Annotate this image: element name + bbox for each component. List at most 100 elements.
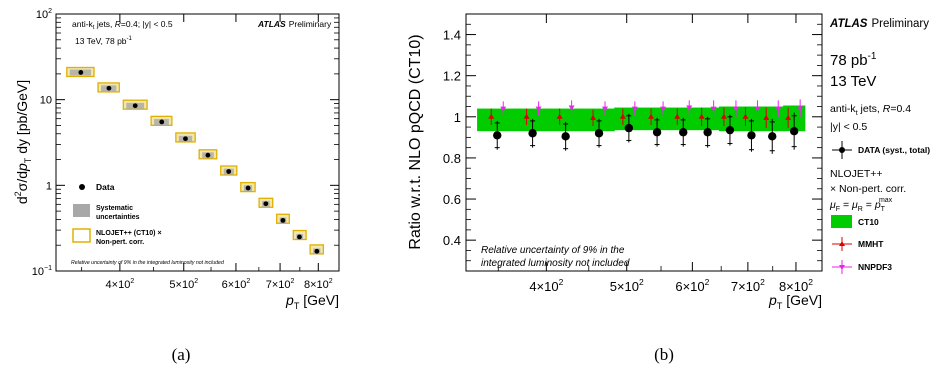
chart-a-xtick-label-base: 4×10 [106, 279, 131, 291]
chart-a-ytick-label-base: 1 [46, 180, 52, 192]
chart-b-xtick-label: 7×102 [731, 277, 765, 294]
chart-b-theory-1: NLOJET++ [830, 168, 883, 180]
chart-b-ytick-label: 0.8 [443, 151, 461, 166]
chart-b-mmht-point [523, 113, 530, 119]
chart-a-xlabel-sub: T [294, 301, 300, 311]
chart-a-R: R [115, 19, 121, 29]
chart-b: 0.40.60.811.21.44×102 5×102 6×102 7×102 8×10… [407, 13, 930, 311]
chart-a-frame [55, 13, 340, 272]
chart-b-R: R [883, 103, 891, 115]
chart-b-xtick-label-exp: 2 [808, 277, 813, 287]
chart-a-ylabel-sub: T [23, 157, 33, 163]
chart-b-xtick-label-base: 7×10 [731, 279, 760, 294]
chart-b-ytick-label: 0.4 [443, 233, 461, 248]
chart-b-scale-sup: max [879, 197, 893, 204]
chart-b-data-point [679, 128, 688, 137]
chart-a-ylabel-mid: σ/d [14, 171, 30, 191]
chart-b-nnpdf-point [568, 105, 575, 111]
chart-a-legend-syst-1: Systematic [96, 205, 133, 212]
chart-a-xtick-label: 8×102 [304, 278, 333, 291]
chart-a-ylabel: d2σ/dpT dy [pb/GeV] [13, 80, 33, 204]
chart-a-jets-a: anti-k [72, 19, 94, 29]
chart-a-legend-data: Data [96, 182, 115, 192]
chart-b-mmht-point [590, 114, 597, 120]
chart-a-ylabel-p: p [14, 163, 30, 172]
chart-b-legend-ct10: CT10 [858, 217, 879, 227]
chart-b-legend-ct10-marker [831, 215, 852, 228]
chart-a-xtick-label: 5×102 [169, 278, 198, 291]
chart-a-legend-syst-marker [73, 204, 90, 217]
chart-b-nnpdf-point [775, 106, 782, 112]
chart-b-xtick-label-exp: 2 [705, 277, 710, 287]
chart-a-lumi-exp: -1 [127, 36, 133, 42]
chart-b-legend-mmht: MMHT [858, 239, 884, 249]
chart-b-frame [465, 13, 823, 272]
chart-b-data-point [747, 131, 756, 140]
chart-a-xlabel-unit: [GeV] [299, 292, 339, 308]
chart-a-xtick-label: 4×102 [106, 278, 135, 291]
chart-a-ylabel-sup: 2 [13, 191, 23, 196]
chart-b-xtick-label-exp: 2 [639, 277, 644, 287]
chart-b-mmht-point [619, 113, 626, 119]
chart-b-scale-label: μF = μR = pTmax [829, 197, 893, 213]
chart-a-ytick-label-base: 10 [32, 266, 44, 278]
chart-a-data-point [263, 201, 269, 207]
chart-b-xtick-label-exp: 2 [559, 277, 564, 287]
chart-b-lumi-exp: -1 [868, 51, 877, 62]
chart-b-mmht-point [785, 114, 792, 120]
chart-a-legend-theory-1: NLOJET++ (CT10) × [96, 230, 162, 237]
chart-b-jets-b: jets, [858, 103, 883, 115]
chart-b-xlabel-sub: T [777, 301, 783, 311]
chart-a-ytick-label-base: 10 [36, 9, 48, 21]
chart-b-xtick-label-exp: 2 [760, 277, 765, 287]
chart-a-data-point [183, 136, 188, 142]
chart-a-ytick-label: 1 [46, 180, 52, 192]
chart-b-ylabel: Ratio w.r.t. NLO pQCD (CT10) [407, 34, 424, 249]
chart-b-data-point [624, 123, 634, 133]
chart-b-data-point [594, 129, 604, 138]
chart-b-xlabel-unit: [GeV] [782, 292, 822, 308]
chart-a-ylabel-tail: dy [pb/GeV] [14, 80, 30, 158]
chart-a-xtick-label-exp: 2 [329, 278, 333, 285]
chart-a-data-point [78, 70, 84, 75]
chart-b-scale-eq2: = [863, 199, 875, 211]
chart-b-mmht-point [648, 113, 655, 119]
chart-a-data-point [280, 217, 286, 223]
chart-b-data-point [493, 131, 502, 140]
chart-a-data-point [226, 169, 232, 174]
chart-b-mmht-point [763, 114, 770, 120]
chart-b-xtick-label-base: 6×10 [675, 279, 704, 294]
chart-b-ticks: 0.40.60.811.21.44×102 5×102 6×102 7×102 8×10… [443, 14, 822, 294]
chart-b-scale-f: F [836, 206, 840, 213]
chart-a-ytick-label-exp: 2 [48, 8, 52, 15]
chart-a-data-point [159, 119, 165, 125]
chart-b-legend-data-marker [839, 147, 845, 153]
chart-b-preliminary: Preliminary [871, 18, 929, 30]
chart-b-jets-sub: t [856, 110, 858, 117]
chart-b-scale-eq1: = [840, 199, 852, 211]
chart-b-scale-mu-r: μ [851, 199, 858, 211]
chart-a-energy: 13 TeV, 78 pb [75, 36, 127, 46]
chart-b-ytick-label: 1.2 [443, 69, 461, 84]
chart-a-xtick-label-exp: 2 [194, 278, 198, 285]
chart-b-scale-p: p [874, 199, 881, 211]
chart-a-ytick-label: 10 [40, 95, 52, 107]
chart-a-data-point [106, 85, 112, 91]
chart-a-R-value: =0.4; |y| < 0.5 [121, 19, 173, 29]
chart-b-mmht-point [742, 113, 749, 119]
chart-b-theory-2: × Non-pert. corr. [830, 183, 906, 195]
chart-a-atlas: ATLAS [257, 19, 286, 29]
chart-b-ct10-bin [477, 108, 517, 132]
chart-b-mmht-point [720, 113, 727, 119]
chart-b-xtick-label-base: 4×10 [529, 279, 558, 294]
chart-a-xlabel: pT [GeV] [285, 292, 339, 311]
chart-a-ytick-label-base: 10 [40, 95, 52, 107]
chart-b-data-point [528, 129, 537, 138]
chart-a-data-point [314, 248, 320, 254]
chart-b-ytick-label: 1 [454, 110, 461, 125]
chart-b-legend-mmht-marker [839, 241, 845, 246]
chart-a-ytick-label: 102 [36, 8, 52, 21]
